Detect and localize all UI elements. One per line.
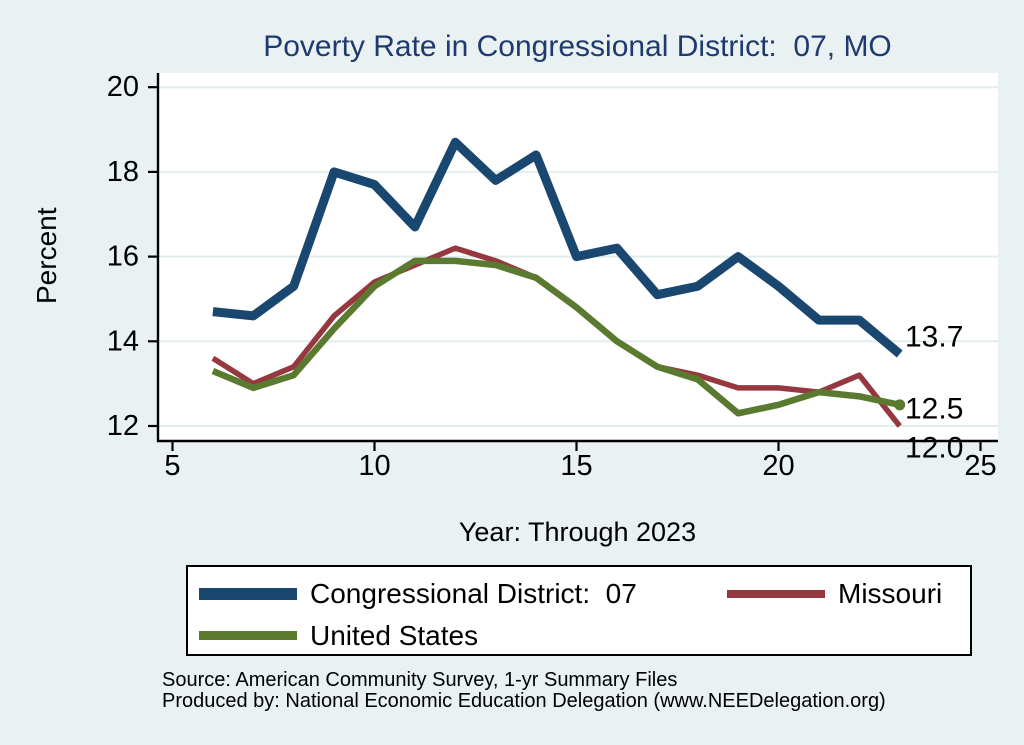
x-axis-title: Year: Through 2023 — [458, 517, 697, 547]
legend-label-cd07: Congressional District: 07 — [310, 578, 637, 609]
y-tick-label-16: 16 — [107, 241, 139, 273]
legend-swatch-cd07 — [199, 588, 297, 600]
legend-label-missouri: Missouri — [838, 578, 943, 609]
legend-swatch-united-states — [199, 631, 297, 640]
source-note: Source: American Community Survey, 1-yr … — [162, 669, 678, 691]
x-tick-label-15: 15 — [560, 450, 592, 482]
legend-label-united-states: United States — [310, 620, 479, 651]
x-tick-label-5: 5 — [164, 450, 180, 482]
y-tick-label-20: 20 — [107, 71, 139, 103]
series-line-united-states — [211, 257, 901, 417]
y-tick-label-18: 18 — [107, 156, 139, 188]
y-tick-label-14: 14 — [107, 325, 139, 357]
producer-note: Produced by: National Economic Education… — [162, 690, 886, 712]
footer-notes: Source: American Community Survey, 1-yr … — [162, 670, 886, 712]
series-end-marker-united-states — [894, 399, 906, 411]
legend: Congressional District: 07 Missouri Unit… — [186, 565, 972, 656]
end-label-congressional-district-07: 13.7 — [905, 321, 963, 354]
series-line-congressional-district-07 — [212, 137, 903, 358]
legend-swatch-missouri — [727, 590, 825, 598]
x-tick-label-10: 10 — [358, 450, 390, 482]
x-tick-label-25: 25 — [964, 450, 996, 482]
x-tick-label-20: 20 — [762, 450, 794, 482]
end-label-united-states: 12.5 — [905, 392, 963, 425]
end-label-missouri: 12.0 — [905, 432, 963, 465]
chart-title: Poverty Rate in Congressional District: … — [263, 30, 892, 63]
y-tick-label-12: 12 — [107, 410, 139, 442]
